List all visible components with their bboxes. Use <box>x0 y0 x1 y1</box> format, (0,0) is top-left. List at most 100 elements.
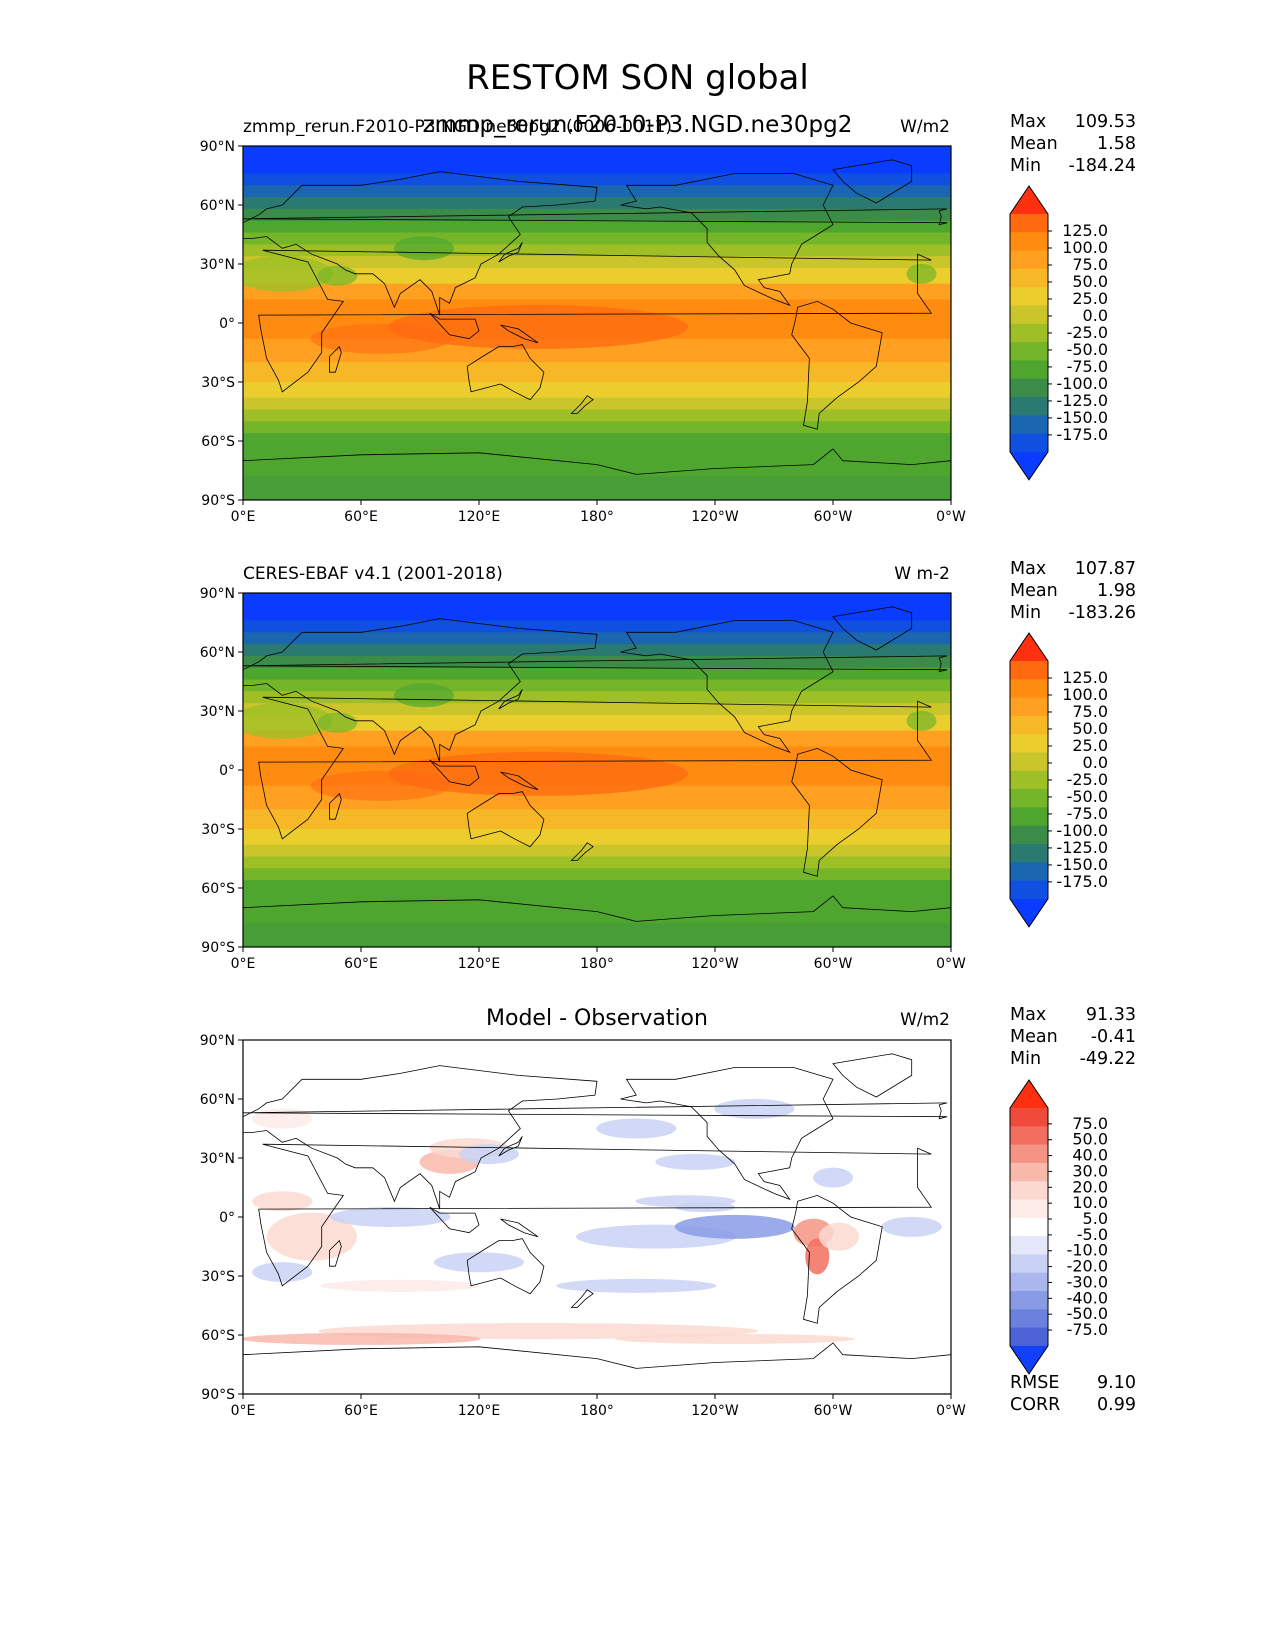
y-tick-label: 90°S <box>201 493 235 509</box>
colorbar-segment <box>1010 1181 1048 1200</box>
panel1-stats: Max 109.53 Mean 1.58 Min -184.24 <box>1010 111 1136 177</box>
colorbar-max-extend <box>1010 1080 1048 1108</box>
coastline-eurasia <box>243 618 598 763</box>
colorbar-segment <box>1010 250 1048 270</box>
colorbar-segment <box>1010 1327 1048 1347</box>
x-tick-label: 120°E <box>458 1403 501 1419</box>
field-band <box>243 185 951 198</box>
y-tick-label: 0° <box>219 1210 235 1226</box>
x-tick-label: 0°W <box>936 509 966 525</box>
diff-anomaly <box>266 1212 357 1261</box>
west-sahara <box>906 710 937 731</box>
central-asia <box>393 683 454 708</box>
colorbar-segment <box>1010 880 1048 900</box>
colorbar-label: -100.0 <box>1056 821 1108 840</box>
coastline-indonesia <box>429 312 480 340</box>
y-tick-label: 0° <box>219 763 235 779</box>
y-tick-label: 30°S <box>201 1269 235 1285</box>
field-band <box>243 655 951 669</box>
colorbar-outline <box>1009 632 1049 928</box>
sahara <box>243 702 333 739</box>
x-tick-label: 60°E <box>344 509 378 525</box>
colorbar-segment <box>1010 715 1048 735</box>
colorbar-min-extend <box>1010 1345 1048 1374</box>
coastline-japan <box>498 242 523 263</box>
corr-value: 0.99 <box>1097 1395 1136 1415</box>
colorbar-segment <box>1010 752 1048 772</box>
x-tick-label: 180° <box>580 956 614 972</box>
colorbar-label: -50.0 <box>1067 787 1108 806</box>
field-band <box>243 433 951 446</box>
diff-anomaly <box>655 1153 736 1170</box>
coastline-eurasia <box>243 171 598 316</box>
colorbar-label: -25.0 <box>1067 770 1108 789</box>
diff-anomaly <box>243 1332 481 1345</box>
colorbar-label: -150.0 <box>1056 408 1108 427</box>
colorbar-1: 125.0100.075.050.025.00.0-25.0-50.0-75.0… <box>1009 185 1108 481</box>
y-tick-label: 90°N <box>200 139 235 155</box>
colorbar-segment <box>1010 433 1048 453</box>
y-tick-label: 90°S <box>201 1387 235 1403</box>
colorbar-label: 50.0 <box>1072 1130 1108 1149</box>
field-band <box>243 208 951 222</box>
colorbar-segment <box>1010 232 1048 251</box>
field-band <box>243 868 951 881</box>
coastline-greenland <box>832 1053 913 1098</box>
coastline-africa <box>258 696 933 840</box>
field-band <box>243 146 951 175</box>
panel2-stats: Max 107.87 Mean 1.98 Min -183.26 <box>1010 558 1136 624</box>
colorbar-label: 75.0 <box>1072 255 1108 274</box>
arabia <box>317 265 358 286</box>
colorbar-label: -10.0 <box>1067 1241 1108 1260</box>
field-band <box>243 232 951 245</box>
colorbar-min-extend <box>1010 451 1048 480</box>
y-tick-label: 60°N <box>200 645 235 661</box>
panel3-units: W/m2 <box>900 1010 950 1030</box>
coastline-uk <box>243 1102 948 1120</box>
field-band <box>243 809 951 830</box>
x-tick-label: 60°E <box>344 1403 378 1419</box>
coastline-new-guinea <box>500 1218 539 1238</box>
colorbar-3: 75.050.040.030.020.010.05.0-5.0-10.0-20.… <box>1009 1079 1108 1375</box>
colorbar-segment <box>1010 268 1048 288</box>
field-band <box>243 382 951 399</box>
stat-min: -183.26 <box>1068 603 1136 623</box>
y-tick-label: 30°N <box>200 1151 235 1167</box>
stat-max: 91.33 <box>1085 1005 1136 1025</box>
colorbar-label: -40.0 <box>1067 1288 1108 1307</box>
colorbar-max-extend <box>1010 633 1048 661</box>
antarctic-band <box>243 476 951 500</box>
colorbar-label: 25.0 <box>1072 289 1108 308</box>
field-band <box>243 667 951 681</box>
colorbar-label: -50.0 <box>1067 1304 1108 1323</box>
figure-title: RESTOM SON global <box>466 58 809 98</box>
coastline-antarctica <box>243 1342 951 1394</box>
colorbar-segment <box>1010 1309 1048 1328</box>
coastline-madagascar <box>329 345 342 373</box>
x-tick-label: 120°W <box>691 509 739 525</box>
field-band <box>243 220 951 234</box>
colorbar-segment <box>1010 789 1048 808</box>
field-band <box>243 397 951 411</box>
x-tick-label: 60°W <box>814 509 853 525</box>
field-band <box>243 829 951 846</box>
stat-max: 107.87 <box>1074 559 1136 579</box>
stat-max-label: Max <box>1010 559 1047 579</box>
panel-2-map: 0°E 60°E 120°E 180° 120°W 60°W 0°W 90°N 60°N 30°N… <box>200 586 966 972</box>
field-band <box>243 644 951 657</box>
diff-anomaly <box>252 1108 313 1129</box>
coastline-new-guinea <box>500 324 539 344</box>
stat-mean: -0.41 <box>1090 1027 1136 1047</box>
colorbar-label: -5.0 <box>1077 1225 1108 1244</box>
diff-anomaly <box>596 1118 677 1139</box>
colorbar-segment <box>1010 378 1048 398</box>
field-band <box>243 409 951 422</box>
coastline-indonesia <box>429 1206 480 1234</box>
coastline-africa <box>258 249 933 393</box>
y-tick-label: 30°N <box>200 704 235 720</box>
stat-mean-label: Mean <box>1010 1027 1058 1047</box>
x-tick-label: 120°W <box>691 1403 739 1419</box>
colorbar-label: 125.0 <box>1062 668 1108 687</box>
field-band <box>243 362 951 383</box>
